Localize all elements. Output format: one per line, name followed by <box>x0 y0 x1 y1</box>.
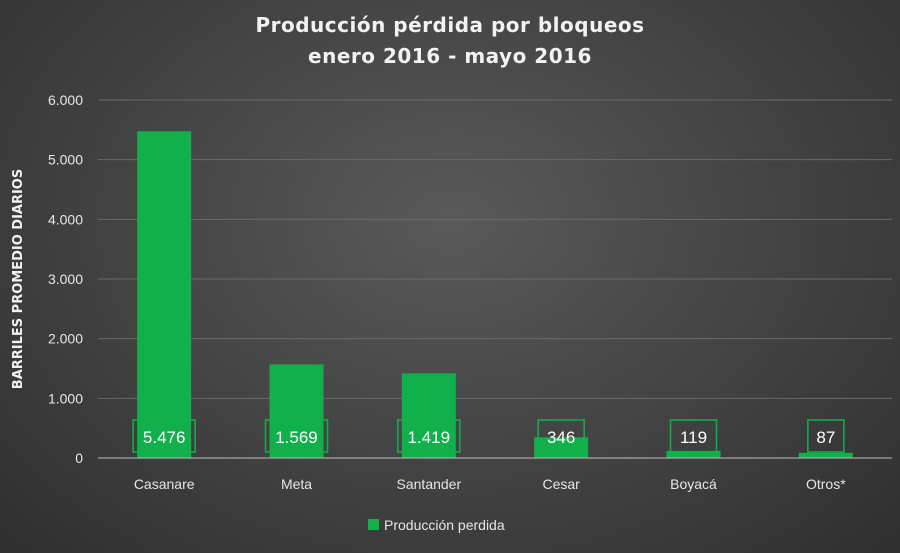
data-label: 346 <box>547 428 575 447</box>
x-tick-label: Otros* <box>806 476 846 492</box>
y-tick-label: 4.000 <box>48 211 83 227</box>
y-tick-label: 5.000 <box>48 152 83 168</box>
y-tick-label: 3.000 <box>48 271 83 287</box>
chart-title-line-1: Producción pérdida por bloqueos <box>255 13 645 37</box>
x-tick-label: Casanare <box>134 476 195 492</box>
x-tick-label: Santander <box>397 476 462 492</box>
data-label: 119 <box>680 428 707 447</box>
chart-title-line-2: enero 2016 - mayo 2016 <box>308 44 592 68</box>
bar <box>798 452 853 458</box>
x-tick-label: Boyacá <box>670 476 717 492</box>
data-label-box <box>537 419 585 453</box>
data-label: 5.476 <box>143 428 186 447</box>
y-tick-label: 1.000 <box>48 390 83 406</box>
y-tick-label: 2.000 <box>48 331 83 347</box>
data-label-box <box>264 419 329 453</box>
legend-swatch <box>368 519 379 530</box>
data-label-box <box>397 419 461 453</box>
data-label: 87 <box>816 428 835 447</box>
x-tick-label: Cesar <box>542 476 580 492</box>
bar <box>137 131 192 459</box>
bar <box>269 364 324 458</box>
data-label-box <box>669 419 718 453</box>
y-tick-label: 0 <box>75 450 83 466</box>
data-label: 1.419 <box>408 428 451 447</box>
bar <box>401 373 456 458</box>
data-label-box <box>132 419 196 453</box>
chart-title: Producción pérdida por bloqueos enero 20… <box>0 10 900 72</box>
legend-label: Producción perdida <box>384 517 505 533</box>
y-tick-label: 6.000 <box>48 92 83 108</box>
bar <box>534 437 589 458</box>
data-label-box <box>807 419 845 453</box>
bar <box>666 450 721 458</box>
x-tick-label: Meta <box>281 476 312 492</box>
y-axis-title: BARRILES PROMEDIO DIARIOS <box>11 169 26 389</box>
data-label: 1.569 <box>275 428 318 447</box>
